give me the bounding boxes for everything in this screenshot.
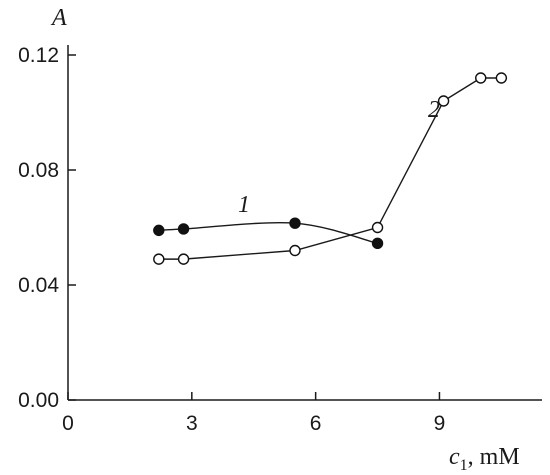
series-2-point [371, 221, 384, 234]
y-axis: A 0.00 0.04 0.08 0.12 [18, 5, 76, 412]
series-1-label: 1 [238, 192, 250, 218]
series-2-point [475, 72, 487, 84]
y-tick-label: 0.12 [18, 44, 59, 67]
x-axis-label: c1, mM [449, 444, 520, 474]
series-layer [153, 72, 508, 265]
x-tick-label: 6 [310, 412, 322, 435]
series-1-point [289, 217, 301, 229]
y-tick-label: 0.00 [18, 389, 59, 412]
series-2-point [289, 244, 301, 257]
series-2-point [153, 253, 165, 265]
x-axis-label-unit: , mM [468, 444, 520, 470]
y-axis-label: A [50, 5, 67, 31]
series-2-point [177, 253, 190, 265]
series-2-label: 2 [428, 97, 440, 123]
series-2-point [495, 72, 508, 84]
series-1-point [153, 224, 165, 237]
series-1-line [158, 222, 378, 244]
x-axis-label-main: c [449, 444, 460, 470]
y-tick-label: 0.04 [18, 274, 59, 297]
x-axis: 0 3 6 9 c1, mM [62, 392, 542, 474]
series-2-line [158, 77, 502, 260]
x-axis-label-sub: 1 [460, 457, 468, 474]
x-tick-label: 9 [434, 412, 446, 435]
series-1-point [177, 223, 190, 235]
x-tick-label: 3 [186, 412, 198, 435]
y-tick-label: 0.08 [18, 159, 59, 182]
series-1-point [371, 237, 384, 250]
x-tick-label: 0 [62, 412, 74, 435]
series-2-point [437, 95, 450, 107]
